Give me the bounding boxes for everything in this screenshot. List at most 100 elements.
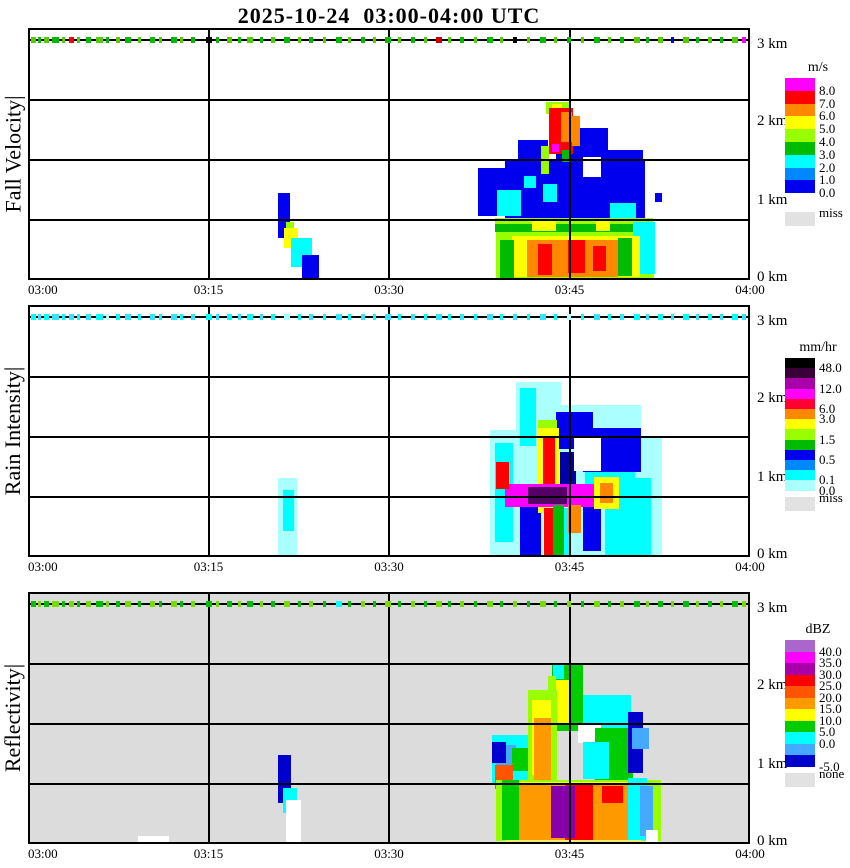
colorbar-cell [785,651,815,663]
height-tick-label: 0 km [757,833,788,849]
time-tick-label: 03:45 [554,559,585,574]
axis-title-text-fall-velocity: Fall Velocity| [0,95,26,213]
colorbar-tick-label: 20.0 [819,689,842,705]
colorbar-cell [785,358,815,369]
heatmap-panel-rain-intensity [28,305,750,557]
colorbar-tick-label: 0.5 [819,452,836,467]
colorbar-cell [785,103,815,117]
time-tick-label: 03:15 [193,846,224,861]
height-tick-label: 1 km [757,192,788,208]
height-tick-label: 3 km [757,36,788,52]
time-tick-label: 03:30 [374,559,404,574]
colorbar-cell [785,697,815,709]
axis-title-fall-velocity: Fall Velocity| [0,28,27,280]
colorbar-missing-label: none [819,765,845,781]
time-tick-label: 03:15 [193,559,224,574]
colorbar-cell [785,674,815,686]
height-tick-label: 1 km [757,756,788,772]
time-tick-label: 04:00 [735,559,765,574]
colorbar-tick-label: 3.0 [819,146,836,162]
colorbar-tick-label: 5.0 [819,724,836,739]
colorbar-tick-label: -5.0 [819,758,840,774]
colorbar-cell [785,167,815,181]
colorbar-tick-label: 15.0 [819,701,842,716]
colorbar-cell [785,460,815,471]
time-tick-label: 03:00 [28,846,58,861]
heatmap-panel-reflectivity [28,592,750,844]
colorbar-unit-rain-intensity: mm/hr [799,340,837,355]
colorbar-tick-label: 7.0 [819,95,836,111]
time-tick-label: 04:00 [735,282,765,297]
colorbar-cell [785,429,815,440]
echo-raster-reflectivity [30,594,748,842]
colorbar-tick-label: 6.0 [819,108,836,124]
colorbar-cell [785,388,815,399]
echo-raster-fall-velocity [30,30,748,278]
colorbar-missing-swatch [785,772,815,787]
colorbar-cell [785,129,815,142]
axis-title-text-rain-intensity: Rain Intensity| [0,366,26,496]
time-tick-label: 03:00 [28,559,58,574]
colorbar-tick-label: 48.0 [819,360,842,376]
height-tick-label: 0 km [757,269,788,285]
colorbar-tick-label: 1.5 [819,431,836,447]
colorbar-cell [785,78,815,91]
colorbar-cell [785,142,815,155]
colorbar-cell [785,686,815,698]
colorbar-tick-label: 30.0 [819,666,842,682]
colorbar-cell [785,709,815,721]
colorbar-cell [785,154,815,168]
colorbar-tick-label: 35.0 [819,655,842,670]
colorbar-tick-label: 6.0 [819,401,836,416]
colorbar-tick-label: 1.0 [819,172,836,188]
height-tick-label: 2 km [757,677,788,693]
colorbar-cell [785,732,815,744]
heatmap-panel-fall-velocity [28,28,750,280]
colorbar-cell [785,480,815,491]
axis-title-text-reflectivity: Reflectivity| [0,663,26,773]
height-tick-label: 2 km [757,390,788,406]
colorbar-tick-label: 10.0 [819,712,842,728]
colorbar-tick-label: 0.1 [819,472,836,488]
colorbar-missing-swatch [785,496,815,511]
figure-title: 2025-10-24 03:00-04:00 UTC [237,3,541,28]
colorbar-cell [785,409,815,420]
colorbar-cell [785,640,815,652]
colorbar-cell [785,663,815,675]
time-tick-label: 03:15 [193,282,224,297]
time-tick-label: 03:00 [28,282,58,297]
colorbar-missing-label: miss [819,205,843,221]
colorbar-unit-reflectivity: dBZ [805,622,831,637]
height-tick-label: 3 km [757,600,788,616]
colorbar-cell [785,378,815,389]
time-tick-label: 03:45 [554,282,585,297]
colorbar-cell [785,180,815,194]
height-tick-label: 0 km [757,546,788,562]
axis-title-reflectivity: Reflectivity| [0,592,27,844]
colorbar-missing-swatch [785,212,815,227]
colorbar-cell [785,470,815,481]
colorbar-tick-label: 12.0 [819,380,842,396]
colorbar-cell [785,419,815,430]
time-tick-label: 03:30 [374,282,404,297]
colorbar-cell [785,398,815,409]
colorbar-missing-label: miss [819,489,843,505]
height-tick-label: 3 km [757,313,788,329]
colorbar-tick-label: 25.0 [819,678,842,693]
colorbar-unit-fall-velocity: m/s [807,60,829,75]
time-tick-label: 03:30 [374,846,404,861]
colorbar-tick-label: 4.0 [819,134,836,149]
echo-raster-rain-intensity [30,307,748,555]
time-tick-label: 03:45 [554,846,585,861]
colorbar-tick-label: 3.0 [819,411,836,427]
colorbar-tick-label: 0.0 [819,482,836,498]
colorbar-cell [785,90,815,104]
colorbar-tick-label: 0.0 [819,185,836,201]
colorbar-cell [785,743,815,755]
colorbar-cell [785,116,815,130]
colorbar-tick-label: 8.0 [819,82,836,98]
height-tick-label: 1 km [757,469,788,485]
colorbar-tick-label: 2.0 [819,159,836,175]
colorbar-tick-label: 40.0 [819,643,842,659]
colorbar-cell [785,755,815,767]
